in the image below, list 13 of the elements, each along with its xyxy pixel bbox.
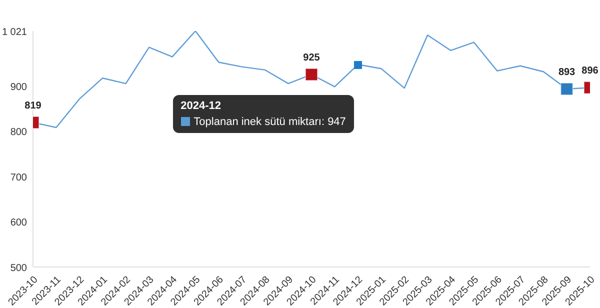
y-tick-label: 1 021 [2, 27, 28, 38]
data-label: 819 [24, 100, 42, 112]
data-label: 893 [558, 66, 576, 78]
y-tick-label: 800 [10, 127, 28, 138]
data-label: 896 [582, 66, 599, 77]
legend-title: 2024-12 [180, 100, 222, 112]
annotation: : 947 [321, 116, 346, 128]
legend-label: Toplanan inek sütü miktarı [194, 116, 322, 128]
data-label: 925 [303, 52, 320, 64]
y-tick-label: 900 [10, 82, 28, 93]
y-tick-label: 700 [10, 172, 28, 184]
y-tick-label: 500 [10, 263, 28, 274]
y-tick-label: 600 [10, 218, 28, 229]
